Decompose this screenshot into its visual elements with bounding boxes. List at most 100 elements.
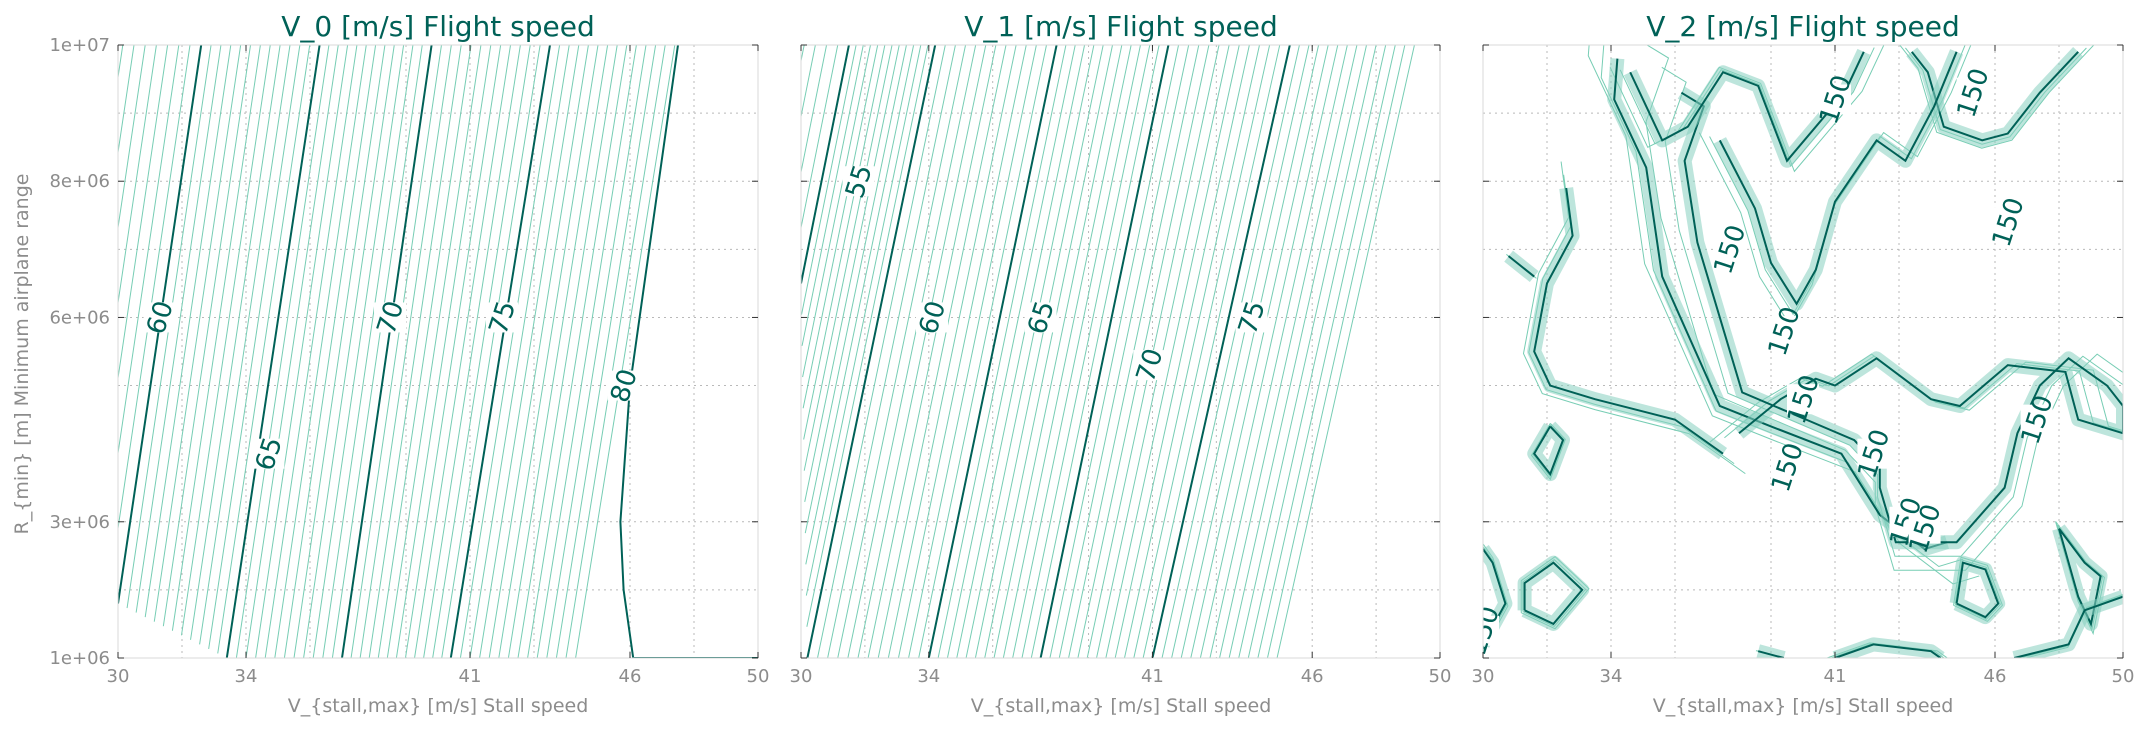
p1-minor-contour — [867, 45, 997, 658]
p0-ytick-label: 8e+06 — [49, 171, 110, 192]
p0-minor-contour — [479, 45, 580, 658]
p1-minor-contour — [801, 45, 828, 175]
p0-minor-contour — [293, 45, 386, 658]
p1-minor-contour — [803, 45, 893, 471]
p1-minor-contour — [805, 45, 915, 565]
p1-minor-contour — [993, 45, 1123, 658]
p1-minor-contour — [801, 45, 816, 120]
p0-xtick-label: 30 — [107, 666, 130, 687]
p1-minor-contour — [802, 45, 879, 409]
p0-minor-contour — [190, 45, 281, 640]
p1-minor-contour — [1012, 45, 1141, 658]
p1-minor-contour — [908, 45, 1037, 658]
p0-xtick-label: 50 — [747, 666, 770, 687]
p1-minor-contour — [877, 45, 1007, 658]
p2-xtick-label: 34 — [1600, 666, 1623, 687]
p0-minor-contour — [235, 45, 330, 658]
p0-minor-contour — [118, 45, 157, 307]
p0-minor-contour — [118, 45, 135, 156]
p2-minor-contour — [1522, 161, 1746, 475]
p2-contour-label: 150 — [1987, 194, 2031, 250]
p1-minor-contour — [1124, 45, 1260, 658]
p0-minor-contour — [303, 45, 395, 658]
p2-contour-line-150 — [1911, 51, 2079, 142]
p1-minor-contour — [1171, 45, 1310, 658]
p2-xtick-label: 30 — [1472, 666, 1495, 687]
p0-minor-contour — [322, 45, 414, 658]
p2-contour-line-150 — [1955, 561, 2000, 619]
p0-minor-contour — [312, 45, 405, 658]
p2-contour-line-150 — [1834, 643, 1942, 658]
p0-frame — [117, 44, 759, 659]
p0-minor-contour — [217, 45, 311, 654]
p2-contour-label: 150 — [1763, 303, 1807, 359]
p2-contour-label-bg — [1819, 84, 1851, 115]
panel-1-xlabel: V_{stall,max} [m/s] Stall speed — [971, 695, 1272, 717]
p0-contour-label-bg — [252, 438, 285, 469]
p2-contour-label: 150 — [1814, 72, 1858, 128]
p2-minor-contour — [1528, 174, 1735, 465]
p0-minor-contour — [245, 45, 339, 658]
p0-minor-contour — [118, 45, 169, 382]
p1-minor-contour — [857, 45, 987, 658]
p0-minor-contour — [274, 45, 367, 658]
p1-minor-contour — [937, 45, 1067, 658]
p1-minor-contour — [847, 45, 977, 658]
p2-contour-band — [2012, 590, 2123, 658]
p0-minor-contour — [144, 45, 232, 618]
p1-contour-label-bg — [1235, 302, 1268, 333]
p2-contour-label-bg — [1991, 207, 2024, 238]
p1-minor-contour — [1238, 45, 1377, 658]
p0-minor-contour — [565, 45, 666, 658]
p0-xtick-label: 46 — [619, 666, 642, 687]
p1-contour-label-bg — [842, 166, 875, 197]
p1-xtick-label: 34 — [917, 666, 940, 687]
p0-minor-contour — [517, 45, 618, 658]
p1-minor-contour — [689, 45, 737, 283]
p2-contour-line-150 — [1757, 650, 1785, 658]
p0-minor-contour — [162, 45, 252, 627]
p1-contour-line-55 — [801, 45, 850, 284]
p0-minor-contour — [459, 45, 561, 658]
panel-2-xlabel: V_{stall,max} [m/s] Stall speed — [1653, 695, 1954, 717]
p1-minor-contour — [723, 45, 771, 283]
p0-contour-label-bg — [374, 302, 406, 333]
p0-minor-contour — [171, 45, 261, 631]
p1-minor-contour — [1049, 45, 1180, 658]
p2-xtick-label: 50 — [2112, 666, 2135, 687]
p1-minor-contour — [1190, 45, 1329, 658]
p0-minor-contour — [199, 45, 291, 645]
p1-minor-contour — [801, 45, 864, 346]
p1-minor-contour — [1257, 45, 1396, 658]
p1-minor-contour — [984, 45, 1114, 658]
p1-minor-contour — [803, 45, 886, 440]
p1-minor-contour — [1219, 45, 1358, 658]
p1-minor-contour — [1180, 45, 1320, 658]
panel-0-ylabel: R_{min} [m] Minimum airplane range — [11, 174, 33, 535]
p1-minor-contour — [974, 45, 1104, 658]
p1-contour-line-75 — [1151, 45, 1291, 658]
p2-contour-label: 150 — [1708, 221, 1752, 277]
p1-contour-line-65 — [927, 45, 1058, 658]
p0-contour-label-bg — [607, 370, 640, 401]
p0-minor-contour — [208, 45, 301, 649]
p2-contour-label: 150 — [2016, 392, 2060, 448]
p1-minor-contour — [801, 45, 805, 64]
p2-xtick-label: 41 — [1824, 666, 1847, 687]
p0-contour-line-70 — [341, 45, 433, 658]
p1-contour-line-60 — [806, 45, 937, 658]
panel-2-title: V_2 [m/s] Flight speed — [1646, 10, 1960, 43]
p0-minor-contour — [331, 45, 423, 658]
p1-minor-contour — [1161, 45, 1300, 658]
p0-minor-contour — [469, 45, 570, 658]
p0-minor-contour — [414, 45, 512, 658]
p0-minor-contour — [135, 45, 222, 613]
p2-contour-line-150 — [2013, 595, 2123, 658]
p0-minor-contour — [153, 45, 242, 622]
p0-ytick-label: 1e+07 — [49, 35, 110, 56]
p1-contour-line-70 — [1039, 45, 1170, 658]
p1-minor-contour — [805, 45, 922, 596]
